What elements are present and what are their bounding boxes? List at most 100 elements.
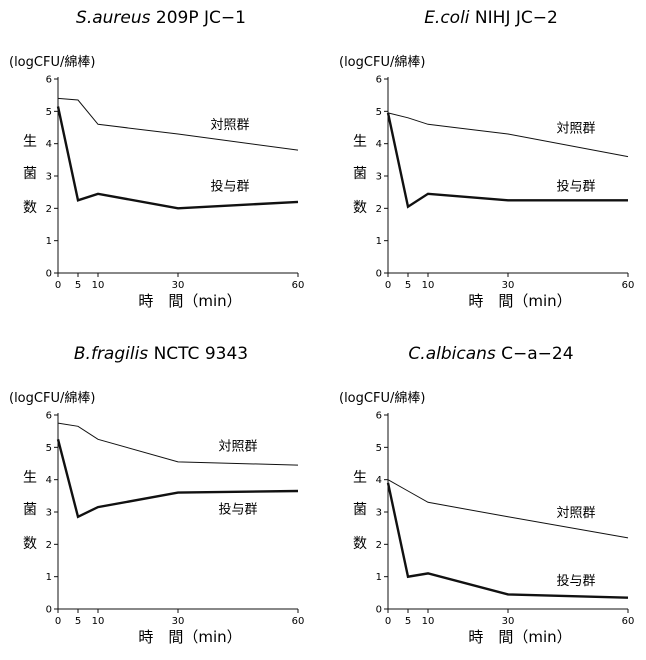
y-axis-label-char: 数 (353, 200, 367, 216)
y-tick-label: 6 (46, 75, 52, 86)
series-line-treated (56, 106, 299, 210)
y-axis-label-char: 菌 (23, 502, 37, 518)
y-axis-label-char: 数 (23, 536, 37, 552)
y-tick-label: 3 (376, 508, 382, 519)
y-unit-label: (logCFU/綿棒) (9, 391, 95, 406)
chart-title: E.coli NIHJ JC−2 (424, 8, 558, 28)
series-line-treated (386, 482, 629, 599)
chart-title-rest: NIHJ JC−2 (470, 8, 558, 28)
chart-title-rest: C−a−24 (496, 344, 574, 364)
x-tick-label: 30 (502, 280, 515, 291)
y-tick-label: 6 (376, 411, 382, 422)
x-tick-label: 60 (622, 616, 635, 627)
series-label-treated: 投与群 (556, 573, 595, 589)
x-tick-label: 5 (75, 616, 81, 627)
chart-panel-e-coli: E.coli NIHJ JC−2 (logCFU/綿棒) 0 1 2 3 4 5 6 0 5 10 30… (330, 0, 646, 324)
y-tick-label: 0 (46, 605, 52, 616)
y-tick-label: 2 (376, 540, 382, 551)
chart-panel-c-albicans: C.albicans C−a−24 (logCFU/綿棒) 0 1 2 3 4 5 6 0 5 10 3… (330, 336, 646, 660)
y-axis-label-char: 生 (353, 470, 367, 486)
y-tick-label: 5 (46, 107, 52, 118)
x-tick-label: 10 (92, 280, 105, 291)
series-line-treated (386, 112, 628, 209)
series-label-treated: 投与群 (218, 502, 257, 518)
chart-title-italic: E.coli (424, 8, 470, 28)
x-tick-label: 30 (172, 280, 185, 291)
y-unit-label: (logCFU/綿棒) (9, 55, 95, 70)
y-axis-label-char: 数 (353, 536, 367, 552)
series-label-control: 対照群 (210, 118, 249, 133)
y-tick-label: 1 (376, 236, 382, 247)
series-line-control (387, 479, 629, 539)
series-label-control: 対照群 (556, 121, 595, 136)
x-tick-label: 5 (75, 280, 81, 291)
y-axis-label-char: 数 (23, 200, 37, 216)
chart-panel-s-aureus: S.aureus 209P JC−1 (logCFU/綿棒) 0 1 2 3 4 5 6 0 5 10… (0, 0, 323, 324)
y-axis-label-char: 菌 (353, 502, 367, 518)
x-axis-label: 時 間（min） (138, 292, 241, 310)
y-axis-label-char: 生 (23, 470, 37, 486)
y-tick-label: 4 (46, 475, 52, 486)
x-tick-label: 0 (55, 616, 61, 627)
x-axis-label: 時 間（min） (468, 292, 571, 310)
series-line-control (57, 97, 299, 151)
series-label-treated: 投与群 (556, 179, 595, 195)
y-tick-label: 2 (376, 204, 382, 215)
x-axis-label: 時 間（min） (138, 628, 241, 646)
chart-title: C.albicans C−a−24 (408, 344, 573, 364)
y-tick-label: 0 (376, 269, 382, 280)
x-tick-label: 30 (502, 616, 515, 627)
series-line-treated (56, 439, 299, 519)
y-axis-label-char: 菌 (353, 166, 367, 182)
chart-svg: S.aureus 209P JC−1 (logCFU/綿棒) 0 1 2 3 4 5 60 5 10… (9, 8, 305, 310)
y-axis-label-char: 菌 (23, 166, 37, 182)
y-tick-label: 4 (376, 475, 382, 486)
y-tick-label: 1 (376, 572, 382, 583)
y-tick-label: 6 (376, 75, 382, 86)
y-unit-label: (logCFU/綿棒) (339, 391, 425, 406)
chart-title: S.aureus 209P JC−1 (76, 8, 246, 28)
series-line-control (57, 422, 299, 466)
x-tick-label: 10 (422, 280, 435, 291)
x-tick-label: 10 (92, 616, 105, 627)
x-tick-label: 0 (385, 616, 391, 627)
chart-title-rest: NCTC 9343 (148, 344, 248, 364)
y-tick-label: 2 (46, 204, 52, 215)
series-label-treated: 投与群 (210, 179, 249, 195)
series-label-control: 対照群 (556, 506, 595, 521)
x-axis-label: 時 間（min） (468, 628, 571, 646)
y-axis-label-char: 生 (23, 134, 37, 150)
x-tick-label: 30 (172, 616, 185, 627)
y-tick-label: 2 (46, 540, 52, 551)
x-tick-label: 10 (422, 616, 435, 627)
x-tick-label: 60 (292, 616, 305, 627)
y-tick-label: 1 (46, 236, 52, 247)
y-tick-label: 1 (46, 572, 52, 583)
x-tick-label: 60 (622, 280, 635, 291)
y-tick-label: 0 (376, 605, 382, 616)
y-tick-label: 3 (376, 172, 382, 183)
x-tick-label: 60 (292, 280, 305, 291)
x-tick-label: 0 (385, 280, 391, 291)
chart-panel-b-fragilis: B.fragilis NCTC 9343 (logCFU/綿棒) 0 1 2 3 4 5 6 0 5… (0, 336, 323, 660)
x-tick-label: 5 (405, 280, 411, 291)
y-tick-label: 4 (376, 139, 382, 150)
x-tick-label: 5 (405, 616, 411, 627)
y-tick-label: 3 (46, 508, 52, 519)
y-axis-label-char: 生 (353, 134, 367, 150)
chart-title: B.fragilis NCTC 9343 (74, 344, 248, 364)
y-tick-label: 5 (376, 443, 382, 454)
y-tick-label: 5 (46, 443, 52, 454)
y-tick-label: 4 (46, 139, 52, 150)
series-line-control (387, 112, 629, 158)
y-tick-label: 0 (46, 269, 52, 280)
y-tick-label: 6 (46, 411, 52, 422)
series-label-control: 対照群 (218, 440, 257, 455)
chart-title-italic: S.aureus (76, 8, 151, 28)
y-tick-label: 3 (46, 172, 52, 183)
chart-title-rest: 209P JC−1 (151, 8, 246, 28)
y-unit-label: (logCFU/綿棒) (339, 55, 425, 70)
